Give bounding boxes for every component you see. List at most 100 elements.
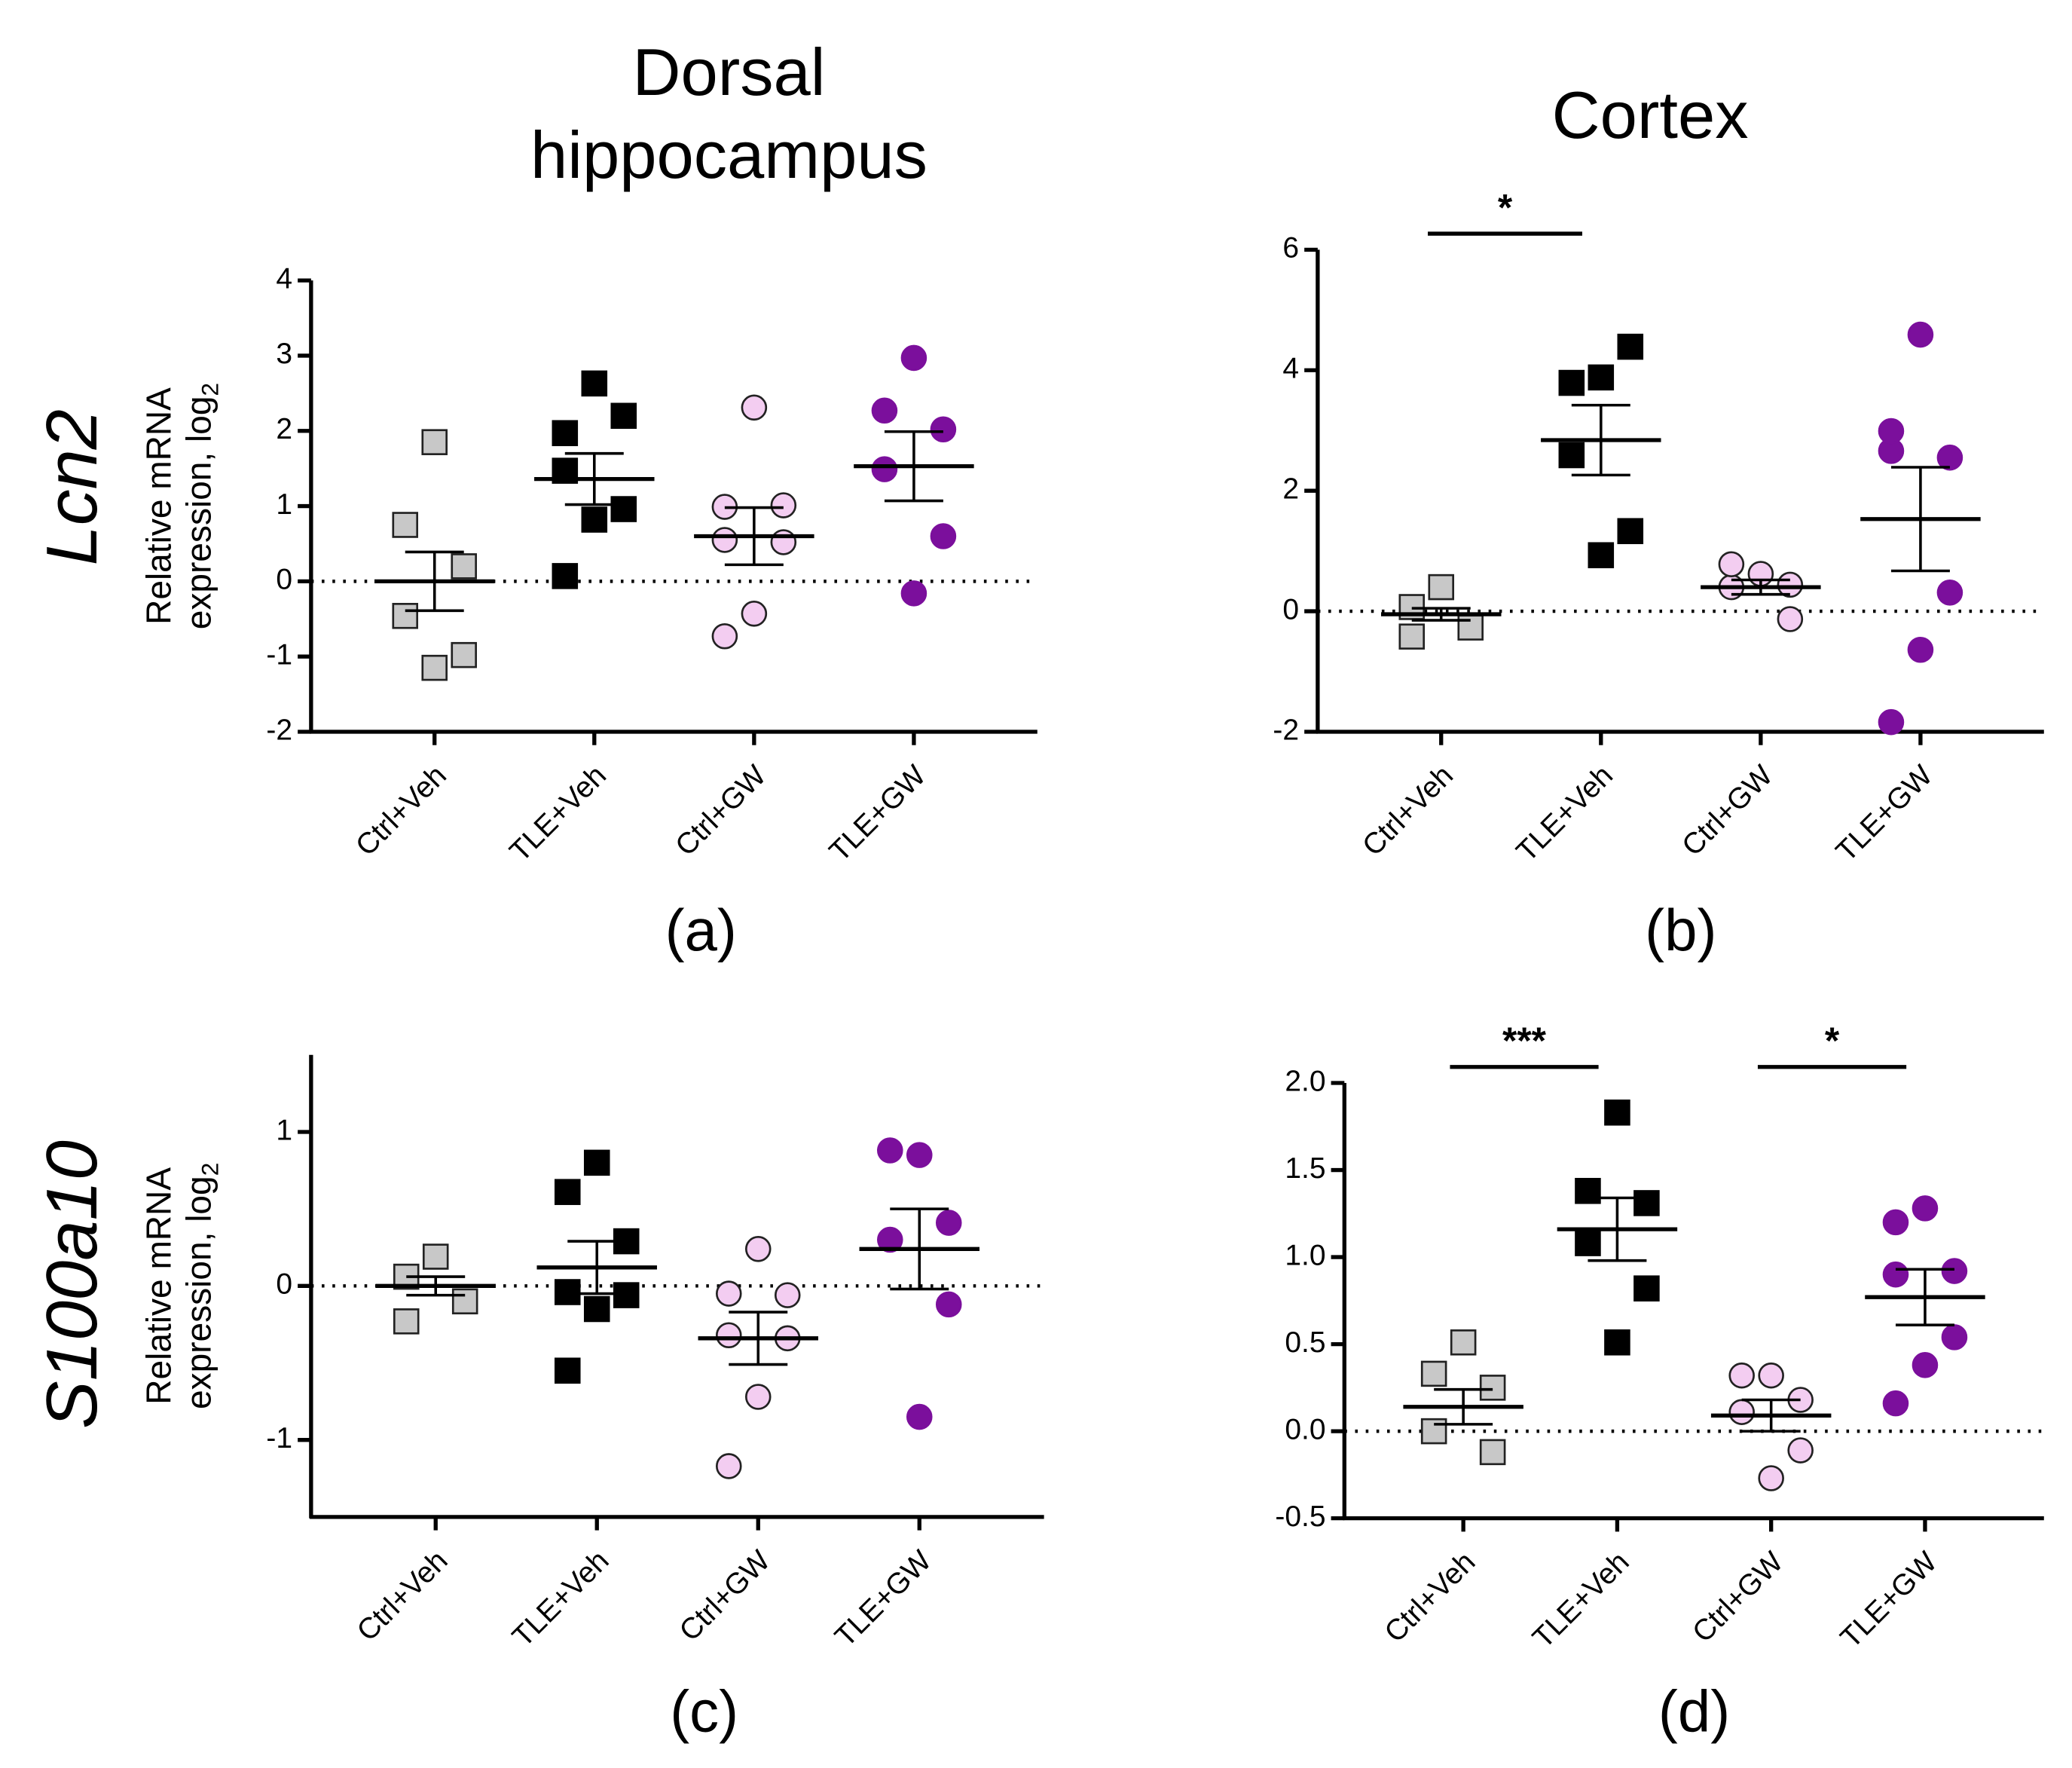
significance-label: * [1498, 186, 1513, 228]
x-tick-label: TLE+Veh [504, 759, 613, 868]
data-point [906, 1142, 933, 1168]
data-point [1907, 636, 1934, 663]
data-point [1633, 1190, 1660, 1216]
y-tick-label: 0 [1282, 593, 1299, 626]
data-point [451, 1288, 478, 1315]
data-point [1882, 1261, 1909, 1288]
data-point [554, 1179, 581, 1205]
data-point [774, 1282, 801, 1308]
row-label: S100a10 [32, 1140, 112, 1429]
significance-label: *** [1502, 1020, 1547, 1062]
data-point [877, 1137, 903, 1164]
significance-label: * [1825, 1020, 1840, 1062]
data-point [1428, 574, 1455, 601]
y-axis-label: expression, log2 [179, 383, 224, 629]
data-point [1882, 1390, 1909, 1417]
y-axis-label: Relative mRNA [139, 1167, 179, 1405]
data-point [1728, 1362, 1755, 1389]
data-point [1912, 1195, 1939, 1222]
data-point [1912, 1352, 1939, 1378]
y-tick-label: -1 [266, 638, 292, 671]
data-point [392, 603, 419, 629]
data-point [610, 402, 637, 430]
y-tick-label: 0.0 [1285, 1413, 1325, 1445]
data-point [1728, 1399, 1755, 1425]
data-point [583, 1295, 610, 1323]
panel-label: (b) [1645, 897, 1716, 963]
panel-label: (c) [670, 1678, 738, 1744]
data-point [935, 1291, 962, 1318]
data-point [552, 420, 579, 447]
data-point [1878, 418, 1905, 445]
data-point [1936, 444, 1964, 471]
data-point [552, 563, 579, 589]
data-point [1617, 518, 1644, 545]
x-tick-label: TLE+GW [824, 759, 933, 868]
data-point [613, 1282, 640, 1308]
data-point [1633, 1275, 1660, 1302]
data-point [1936, 580, 1964, 606]
data-point [1575, 1177, 1601, 1204]
x-tick-label: Ctrl+Veh [350, 759, 453, 862]
x-tick-label: Ctrl+GW [1676, 759, 1779, 862]
x-tick-label: TLE+Veh [506, 1544, 616, 1653]
data-point [1617, 333, 1644, 360]
data-point [1479, 1375, 1506, 1401]
data-point [421, 429, 448, 455]
y-tick-label: 0.5 [1285, 1326, 1325, 1359]
data-point [1941, 1324, 1968, 1350]
panel-label: (a) [665, 897, 737, 963]
data-point [711, 527, 738, 553]
column-title: Cortex [1552, 78, 1749, 152]
x-tick-label: TLE+GW [1830, 759, 1939, 868]
data-point [1777, 606, 1804, 632]
data-point [744, 1236, 772, 1262]
data-point [393, 1308, 420, 1335]
x-tick-label: TLE+Veh [1511, 759, 1620, 868]
data-point [741, 394, 768, 421]
data-point [554, 1357, 581, 1384]
data-point [1718, 551, 1745, 577]
data-point [1882, 1209, 1909, 1236]
data-point [711, 622, 738, 650]
y-tick-label: 2 [1282, 473, 1299, 505]
data-point [1588, 542, 1615, 569]
data-point [1758, 1465, 1784, 1491]
x-tick-label: Ctrl+Veh [1356, 759, 1459, 862]
data-point [1479, 1439, 1506, 1466]
data-point [1420, 1418, 1447, 1445]
y-tick-label: 1 [276, 1114, 292, 1146]
data-point [1558, 369, 1585, 396]
y-axis-label: expression, log2 [179, 1163, 224, 1409]
y-tick-label: 4 [1282, 353, 1299, 385]
data-point [1588, 364, 1615, 391]
y-tick-label: 3 [276, 338, 292, 370]
data-point [930, 416, 957, 443]
data-point [610, 496, 637, 522]
y-tick-label: -2 [1273, 714, 1299, 746]
data-point [1878, 708, 1905, 736]
data-point [871, 397, 898, 424]
data-point [1420, 1360, 1447, 1387]
data-point [715, 1453, 742, 1479]
x-tick-label: Ctrl+Veh [351, 1544, 454, 1647]
data-point [1604, 1100, 1630, 1126]
data-point [930, 523, 957, 549]
column-title: hippocampus [530, 118, 928, 192]
data-point [935, 1210, 962, 1236]
y-tick-label: 1.0 [1285, 1239, 1325, 1271]
y-axis-label-subscript: 2 [197, 1163, 224, 1176]
y-tick-label: 0 [276, 1268, 292, 1301]
y-axis-label: Relative mRNA [139, 387, 179, 625]
y-tick-label: 6 [1282, 232, 1299, 265]
y-tick-label: 4 [276, 262, 292, 295]
y-axis-label-text: expression, log [179, 1176, 219, 1409]
y-tick-label: 2.0 [1285, 1065, 1325, 1097]
panel-label: (d) [1658, 1678, 1730, 1744]
data-point [1575, 1230, 1601, 1256]
data-point [554, 1279, 581, 1305]
y-axis-label-text: expression, log [179, 396, 219, 630]
row-label: Lcn2 [32, 409, 112, 565]
x-tick-label: Ctrl+GW [674, 1544, 777, 1647]
data-point [877, 1226, 903, 1253]
